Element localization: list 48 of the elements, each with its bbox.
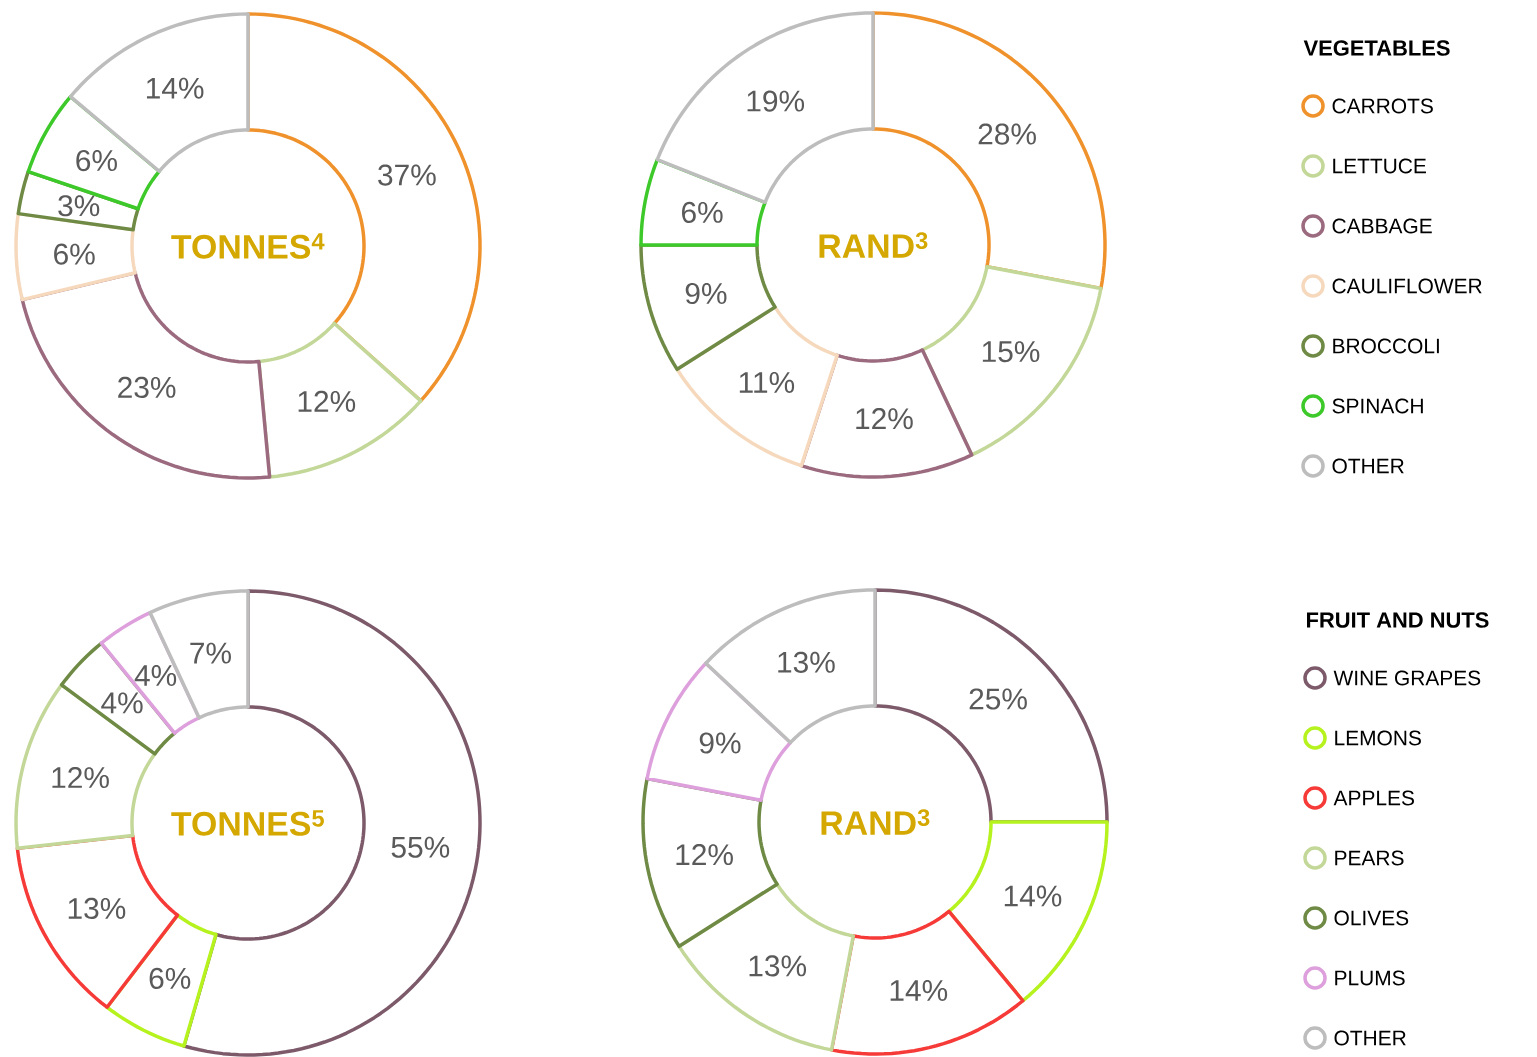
- data-label: 9%: [685, 282, 727, 305]
- data-label: 6%: [54, 243, 95, 265]
- legend-label: SPINACH: [1332, 398, 1423, 414]
- data-label: 12%: [676, 844, 733, 866]
- legend-label: APPLES: [1333, 790, 1414, 806]
- data-label: 14%: [890, 980, 948, 1001]
- legend-label: PEARS: [1335, 850, 1404, 866]
- data-label: 9%: [699, 732, 741, 754]
- data-label: 28%: [978, 123, 1036, 145]
- legend-label: CARROTS: [1332, 98, 1433, 114]
- legend-title: VEGETABLES: [1303, 40, 1450, 56]
- data-label: 4%: [101, 692, 143, 714]
- data-label: 7%: [190, 642, 231, 664]
- text: RAND$^{3}$: [821, 809, 930, 835]
- data-label: 23%: [118, 376, 176, 398]
- data-label: 14%: [1004, 885, 1062, 907]
- data-label: 13%: [749, 955, 807, 977]
- data-label: 3%: [58, 195, 100, 217]
- text: TONNES$^{4}$: [171, 233, 325, 259]
- data-label: 12%: [298, 390, 356, 412]
- data-label: 6%: [76, 149, 117, 172]
- data-label: 14%: [146, 77, 204, 99]
- data-label: 13%: [68, 897, 126, 920]
- data-label: 6%: [149, 967, 191, 989]
- legend-label: CAULIFLOWER: [1332, 278, 1482, 294]
- legend-label: OLIVES: [1334, 910, 1409, 926]
- data-label: 4%: [134, 665, 177, 687]
- data-label: 19%: [747, 90, 805, 112]
- data-label: 13%: [778, 651, 835, 673]
- legend-label: OTHER: [1334, 1030, 1406, 1046]
- data-label: 11%: [739, 372, 795, 393]
- legend-label: LETTUCE: [1333, 158, 1426, 174]
- legend-label: BROCCOLI: [1333, 338, 1439, 354]
- data-label: 25%: [969, 688, 1027, 710]
- data-label: 15%: [982, 341, 1040, 363]
- legend-title: FRUIT AND NUTS: [1307, 612, 1489, 628]
- data-label: 12%: [856, 408, 913, 430]
- legend-label: LEMONS: [1335, 730, 1421, 746]
- text: RAND$^{3}$: [819, 232, 928, 258]
- data-label: 6%: [682, 201, 723, 223]
- legend-label: WINE GRAPES: [1333, 670, 1481, 686]
- text: TONNES$^{5}$: [171, 810, 324, 836]
- data-label: 12%: [52, 767, 109, 789]
- legend-label: CABBAGE: [1332, 218, 1432, 234]
- legend-label: PLUMS: [1335, 970, 1405, 986]
- data-label: 55%: [391, 836, 450, 858]
- legend-label: OTHER: [1332, 458, 1404, 474]
- data-label: 37%: [378, 164, 436, 186]
